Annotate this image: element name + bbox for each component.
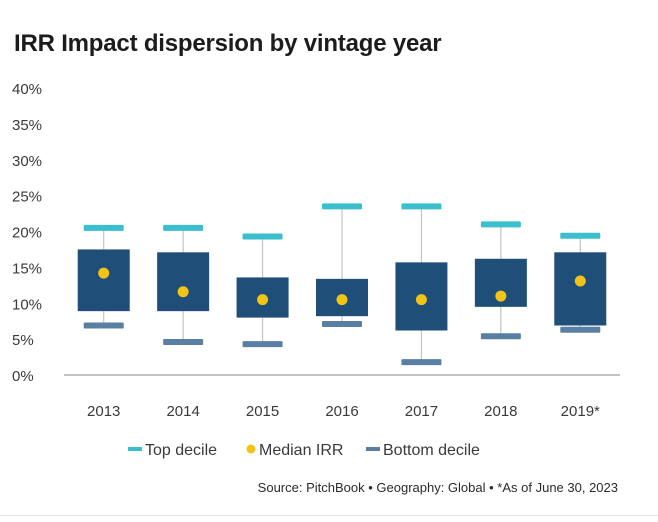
bottom-divider: [0, 515, 658, 516]
y-tick-label: 40%: [12, 81, 42, 98]
bottom-decile-cap: [163, 338, 204, 345]
top-decile-cap: [322, 203, 362, 210]
x-tick-label: 2015: [246, 403, 279, 420]
median-point: [415, 294, 427, 306]
legend-item-bottom: Bottom decile: [366, 442, 480, 459]
median-point: [574, 275, 586, 287]
x-tick-label: 2014: [166, 403, 199, 420]
median-points: [98, 267, 586, 306]
box-2019: [554, 252, 607, 326]
y-axis: 0% 5% 10% 15% 20% 25% 30% 35% 40%: [12, 81, 42, 385]
median-point: [177, 286, 189, 298]
box-2013: [77, 249, 130, 312]
legend-top-swatch: [128, 447, 142, 451]
median-point: [495, 290, 507, 302]
x-tick-label: 2016: [325, 403, 358, 420]
bottom-decile-cap: [83, 322, 124, 329]
y-tick-label: 30%: [12, 153, 42, 170]
median-point: [336, 294, 348, 306]
source-note: Source: PitchBook • Geography: Global • …: [257, 480, 618, 495]
bottom-decile-cap: [242, 341, 283, 348]
legend-label: Top decile: [145, 442, 217, 459]
y-tick-label: 5%: [12, 332, 34, 349]
chart-title: IRR Impact dispersion by vintage year: [14, 30, 442, 57]
legend-median-swatch: [246, 444, 256, 454]
bottom-decile-cap: [401, 359, 442, 366]
top-decile-cap: [480, 221, 521, 228]
x-tick-label: 2019*: [561, 403, 600, 420]
median-point: [98, 267, 110, 279]
y-tick-label: 10%: [12, 296, 42, 313]
top-decile-cap: [242, 233, 283, 240]
whiskers: [103, 206, 581, 363]
y-tick-label: 0%: [12, 368, 34, 385]
x-tick-label: 2018: [484, 403, 517, 420]
legend-item-median: Median IRR: [246, 442, 343, 459]
bottom-decile-cap: [480, 333, 521, 340]
top-decile-cap: [83, 224, 124, 231]
legend-bottom-swatch: [366, 447, 380, 451]
y-tick-label: 20%: [12, 225, 42, 242]
legend: Top decile Median IRR Bottom decile: [128, 442, 480, 459]
top-decile-cap: [401, 203, 442, 210]
legend-item-top: Top decile: [128, 442, 217, 459]
top-decile-cap: [560, 232, 601, 239]
x-axis: 2013 2014 2015 2016 2017 2018 2019*: [87, 403, 600, 420]
x-tick-label: 2013: [87, 403, 120, 420]
x-tick-label: 2017: [405, 403, 438, 420]
y-tick-label: 15%: [12, 260, 42, 277]
top-decile-cap: [163, 224, 204, 231]
bottom-decile-cap: [322, 321, 362, 328]
legend-label: Bottom decile: [383, 442, 480, 459]
decile-caps: [83, 203, 601, 366]
median-point: [257, 294, 269, 306]
legend-label: Median IRR: [259, 442, 343, 459]
box-2014: [157, 252, 210, 312]
bottom-decile-cap: [560, 326, 601, 333]
y-tick-label: 35%: [12, 117, 42, 134]
y-tick-label: 25%: [12, 189, 42, 206]
